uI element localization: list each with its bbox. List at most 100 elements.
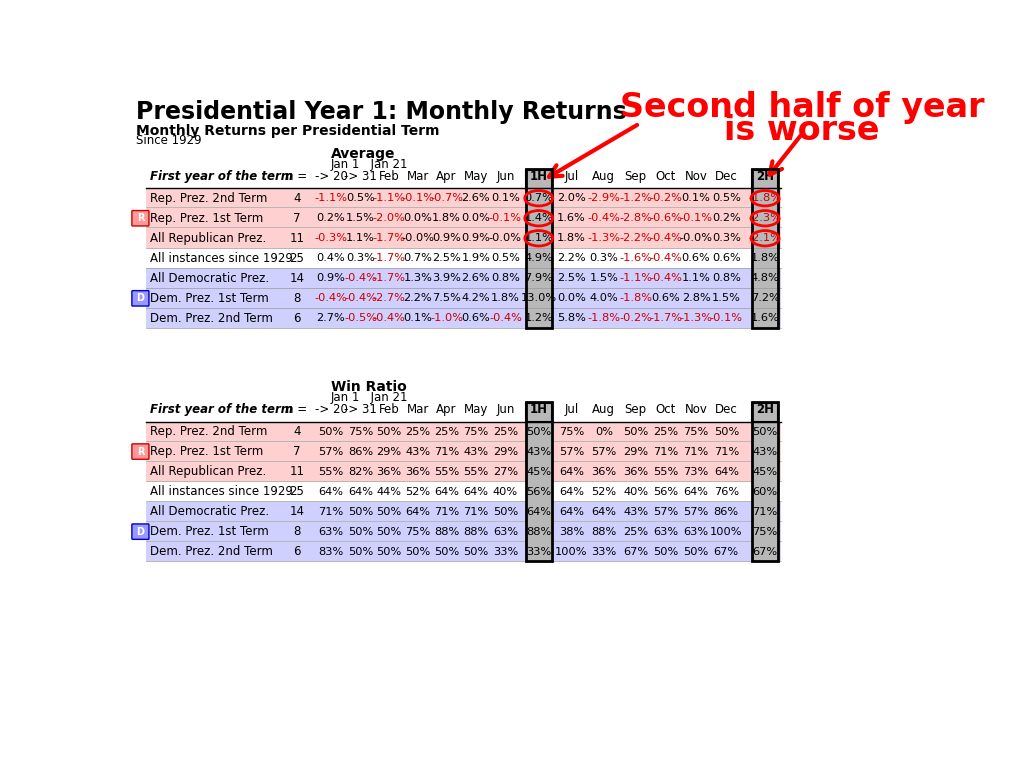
Text: 0.5%: 0.5% xyxy=(490,253,520,263)
FancyBboxPatch shape xyxy=(525,502,552,521)
Text: 64%: 64% xyxy=(434,486,459,496)
Text: 7.9%: 7.9% xyxy=(524,274,553,283)
FancyBboxPatch shape xyxy=(752,482,778,501)
FancyBboxPatch shape xyxy=(145,482,780,501)
FancyBboxPatch shape xyxy=(752,502,778,521)
Text: 63%: 63% xyxy=(493,527,518,537)
Text: 0.8%: 0.8% xyxy=(490,274,520,283)
Text: -0.0%: -0.0% xyxy=(401,233,434,243)
FancyBboxPatch shape xyxy=(525,442,552,461)
Text: -2.3%: -2.3% xyxy=(749,214,781,223)
Text: 63%: 63% xyxy=(318,527,344,537)
Text: 43%: 43% xyxy=(464,447,488,457)
Text: 1.1%: 1.1% xyxy=(524,233,553,243)
FancyBboxPatch shape xyxy=(145,422,780,441)
Text: -1.8%: -1.8% xyxy=(620,293,652,303)
Text: 1H: 1H xyxy=(529,169,548,182)
Text: -0.4%: -0.4% xyxy=(344,293,377,303)
Text: 2.2%: 2.2% xyxy=(403,293,432,303)
Text: 0.9%: 0.9% xyxy=(316,274,345,283)
Text: 71%: 71% xyxy=(318,507,344,517)
Text: -1.7%: -1.7% xyxy=(373,233,406,243)
Text: 67%: 67% xyxy=(753,546,777,556)
Text: 75%: 75% xyxy=(683,426,709,436)
Text: 11: 11 xyxy=(290,465,304,478)
Text: 1H: 1H xyxy=(529,403,548,416)
Text: All Republican Prez.: All Republican Prez. xyxy=(150,232,266,245)
Text: 71%: 71% xyxy=(653,447,679,457)
FancyBboxPatch shape xyxy=(145,268,780,287)
FancyBboxPatch shape xyxy=(752,442,778,461)
Text: 88%: 88% xyxy=(591,527,616,537)
Text: 50%: 50% xyxy=(377,426,401,436)
Text: 50%: 50% xyxy=(377,507,401,517)
Text: -0.2%: -0.2% xyxy=(649,193,682,203)
Text: Sep: Sep xyxy=(625,403,647,416)
Text: Oct: Oct xyxy=(655,403,676,416)
Text: 64%: 64% xyxy=(559,507,584,517)
Text: All instances since 1929: All instances since 1929 xyxy=(150,485,293,498)
Text: 2.2%: 2.2% xyxy=(557,253,586,263)
FancyBboxPatch shape xyxy=(145,502,780,521)
Text: 88%: 88% xyxy=(526,527,551,537)
Text: 52%: 52% xyxy=(406,486,430,496)
Text: 63%: 63% xyxy=(653,527,679,537)
Text: 67%: 67% xyxy=(623,546,648,556)
Text: Average: Average xyxy=(331,147,395,160)
Text: 60%: 60% xyxy=(753,486,777,496)
Text: Jan 1   Jan 21: Jan 1 Jan 21 xyxy=(331,158,409,171)
Text: May: May xyxy=(464,403,488,416)
Text: All instances since 1929: All instances since 1929 xyxy=(150,252,293,264)
Text: -0.4%: -0.4% xyxy=(588,214,621,223)
Text: R: R xyxy=(136,447,144,457)
Text: 50%: 50% xyxy=(348,507,373,517)
FancyBboxPatch shape xyxy=(525,268,552,287)
Text: -1.7%: -1.7% xyxy=(649,313,682,323)
FancyBboxPatch shape xyxy=(752,461,778,481)
Text: 50%: 50% xyxy=(463,546,488,556)
Text: -> 20: -> 20 xyxy=(314,403,347,416)
Text: 50%: 50% xyxy=(753,426,777,436)
Text: 64%: 64% xyxy=(348,486,373,496)
Text: 25%: 25% xyxy=(406,426,430,436)
Text: 0%: 0% xyxy=(595,426,612,436)
Text: -1.1%: -1.1% xyxy=(620,274,652,283)
Text: 71%: 71% xyxy=(434,447,459,457)
Text: All Democratic Prez.: All Democratic Prez. xyxy=(150,272,269,285)
FancyBboxPatch shape xyxy=(752,169,778,189)
FancyBboxPatch shape xyxy=(752,521,778,541)
Text: 7.2%: 7.2% xyxy=(751,293,779,303)
Text: 71%: 71% xyxy=(434,507,459,517)
Text: 56%: 56% xyxy=(653,486,679,496)
Text: 2.0%: 2.0% xyxy=(557,193,586,203)
Text: Presidential Year 1: Monthly Returns: Presidential Year 1: Monthly Returns xyxy=(136,100,627,125)
Text: 71%: 71% xyxy=(714,447,739,457)
Text: 43%: 43% xyxy=(526,447,551,457)
Text: 1.8%: 1.8% xyxy=(557,233,586,243)
Text: 27%: 27% xyxy=(493,467,518,477)
Text: 43%: 43% xyxy=(753,447,777,457)
Text: Jul: Jul xyxy=(564,403,579,416)
Text: 75%: 75% xyxy=(348,426,373,436)
Text: 2.5%: 2.5% xyxy=(432,253,461,263)
Text: 2.7%: 2.7% xyxy=(316,313,345,323)
FancyBboxPatch shape xyxy=(525,403,552,423)
Text: First year of the term: First year of the term xyxy=(150,403,293,416)
Text: n =: n = xyxy=(287,169,307,182)
Text: -0.4%: -0.4% xyxy=(649,274,682,283)
Text: Since 1929: Since 1929 xyxy=(136,135,202,147)
Text: Dem. Prez. 2nd Term: Dem. Prez. 2nd Term xyxy=(150,312,272,325)
FancyBboxPatch shape xyxy=(145,188,780,207)
Text: 0.1%: 0.1% xyxy=(490,193,520,203)
Text: -1.7%: -1.7% xyxy=(373,274,406,283)
Text: 0.3%: 0.3% xyxy=(590,253,618,263)
Text: 100%: 100% xyxy=(710,527,742,537)
Text: 38%: 38% xyxy=(559,527,584,537)
Text: Jun: Jun xyxy=(497,403,515,416)
Text: 55%: 55% xyxy=(463,467,488,477)
Text: 2H: 2H xyxy=(756,403,774,416)
Text: 40%: 40% xyxy=(493,486,518,496)
Text: 0.5%: 0.5% xyxy=(346,193,375,203)
Text: 64%: 64% xyxy=(464,486,488,496)
Text: Dec: Dec xyxy=(715,169,737,182)
